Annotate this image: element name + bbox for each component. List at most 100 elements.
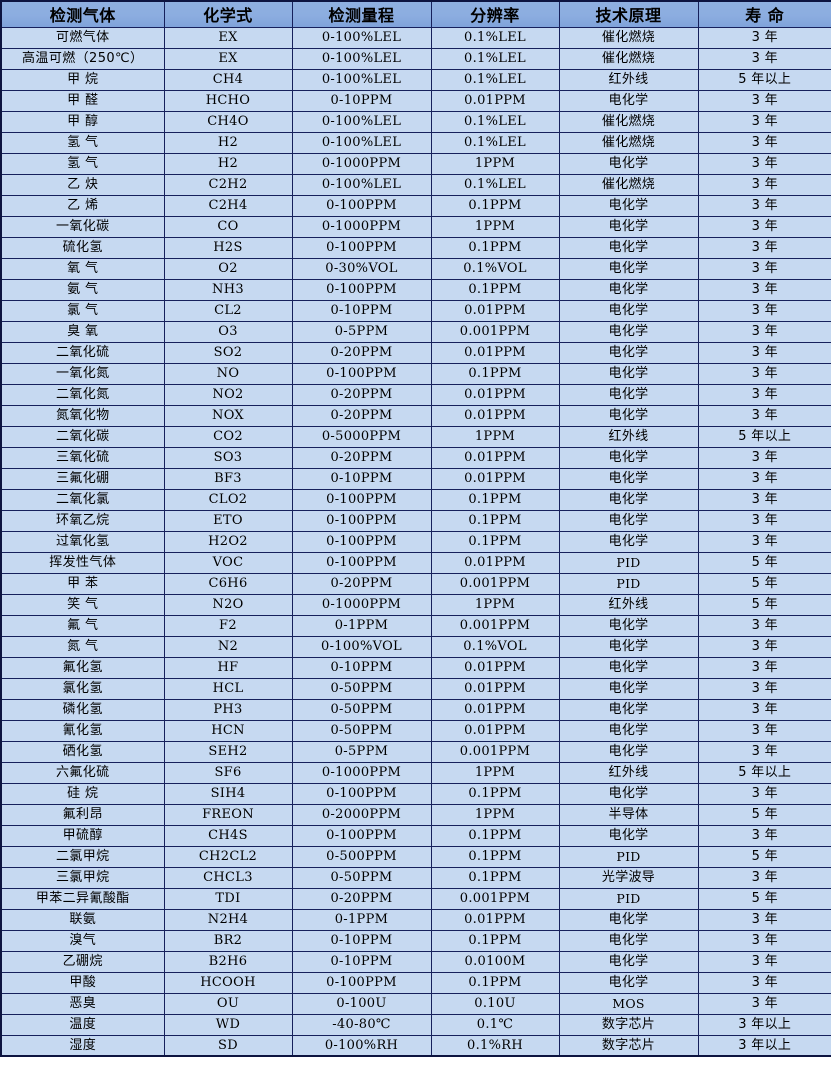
cell-range: 0-1PPM bbox=[291, 908, 432, 931]
cell-life: 3 年 bbox=[697, 131, 831, 154]
cell-formula: ETO bbox=[163, 509, 293, 532]
cell-tech: 电化学 bbox=[558, 404, 699, 427]
cell-tech: 电化学 bbox=[558, 257, 699, 280]
table-row: 硒化氢 SEH2 0-5PPM 0.001PPM 电化学 3 年 bbox=[0, 740, 831, 763]
cell-formula: SF6 bbox=[163, 761, 293, 784]
column-header-formula: 化学式 bbox=[163, 0, 293, 28]
table-row: 二氧化碳 CO2 0-5000PPM 1PPM 红外线 5 年以上 bbox=[0, 425, 831, 448]
table-row: 甲苯二异氰酸酯 TDI 0-20PPM 0.001PPM PID 5 年 bbox=[0, 887, 831, 910]
cell-gas: 乙 烯 bbox=[0, 194, 165, 217]
cell-tech: 催化燃烧 bbox=[558, 173, 699, 196]
cell-formula: CLO2 bbox=[163, 488, 293, 511]
cell-range: 0-5000PPM bbox=[291, 425, 432, 448]
cell-life: 3 年 bbox=[697, 278, 831, 301]
cell-res: 0.01PPM bbox=[430, 341, 560, 364]
cell-formula: C2H2 bbox=[163, 173, 293, 196]
cell-gas: 乙 炔 bbox=[0, 173, 165, 196]
cell-gas: 可燃气体 bbox=[0, 26, 165, 49]
cell-life: 5 年以上 bbox=[697, 425, 831, 448]
cell-life: 3 年 bbox=[697, 656, 831, 679]
cell-gas: 二氧化碳 bbox=[0, 425, 165, 448]
cell-range: 0-100PPM bbox=[291, 551, 432, 574]
cell-range: 0-5PPM bbox=[291, 740, 432, 763]
cell-formula: NH3 bbox=[163, 278, 293, 301]
table-row: 氯化氢 HCL 0-50PPM 0.01PPM 电化学 3 年 bbox=[0, 677, 831, 700]
cell-res: 0.1%LEL bbox=[430, 110, 560, 133]
cell-life: 3 年 bbox=[697, 719, 831, 742]
cell-range: 0-10PPM bbox=[291, 89, 432, 112]
cell-formula: BF3 bbox=[163, 467, 293, 490]
table-row: 氢 气 H2 0-100%LEL 0.1%LEL 催化燃烧 3 年 bbox=[0, 131, 831, 154]
table-row: 乙硼烷 B2H6 0-10PPM 0.0100M 电化学 3 年 bbox=[0, 950, 831, 973]
table-row: 环氧乙烷 ETO 0-100PPM 0.1PPM 电化学 3 年 bbox=[0, 509, 831, 532]
table-body: 可燃气体 EX 0-100%LEL 0.1%LEL 催化燃烧 3 年高温可燃（250℃） E… bbox=[0, 26, 831, 1057]
cell-tech: 电化学 bbox=[558, 824, 699, 847]
cell-res: 0.1PPM bbox=[430, 824, 560, 847]
cell-res: 0.01PPM bbox=[430, 698, 560, 721]
cell-gas: 一氧化碳 bbox=[0, 215, 165, 238]
table-row: 氧 气 O2 0-30%VOL 0.1%VOL 电化学 3 年 bbox=[0, 257, 831, 280]
cell-tech: 电化学 bbox=[558, 677, 699, 700]
cell-gas: 甲 烷 bbox=[0, 68, 165, 91]
cell-formula: N2O bbox=[163, 593, 293, 616]
cell-life: 3 年 bbox=[697, 614, 831, 637]
table-row: 温度 WD -40-80℃ 0.1℃ 数字芯片 3 年以上 bbox=[0, 1013, 831, 1036]
table-row: 氢 气 H2 0-1000PPM 1PPM 电化学 3 年 bbox=[0, 152, 831, 175]
cell-gas: 甲 醛 bbox=[0, 89, 165, 112]
cell-formula: O2 bbox=[163, 257, 293, 280]
cell-life: 3 年 bbox=[697, 908, 831, 931]
cell-range: 0-1000PPM bbox=[291, 761, 432, 784]
cell-gas: 氟 气 bbox=[0, 614, 165, 637]
cell-formula: SEH2 bbox=[163, 740, 293, 763]
cell-formula: CHCL3 bbox=[163, 866, 293, 889]
cell-formula: H2 bbox=[163, 131, 293, 154]
cell-gas: 氰化氢 bbox=[0, 719, 165, 742]
cell-range: 0-5PPM bbox=[291, 320, 432, 343]
cell-gas: 三氯甲烷 bbox=[0, 866, 165, 889]
cell-formula: CH4 bbox=[163, 68, 293, 91]
cell-res: 0.001PPM bbox=[430, 740, 560, 763]
table-row: 氟利昂 FREON 0-2000PPM 1PPM 半导体 5 年 bbox=[0, 803, 831, 826]
cell-life: 3 年 bbox=[697, 509, 831, 532]
cell-tech: 电化学 bbox=[558, 299, 699, 322]
cell-res: 0.1℃ bbox=[430, 1013, 560, 1036]
cell-formula: C2H4 bbox=[163, 194, 293, 217]
cell-life: 5 年 bbox=[697, 551, 831, 574]
cell-res: 1PPM bbox=[430, 761, 560, 784]
cell-res: 0.001PPM bbox=[430, 320, 560, 343]
cell-tech: 催化燃烧 bbox=[558, 47, 699, 70]
cell-gas: 二氯甲烷 bbox=[0, 845, 165, 868]
cell-life: 3 年 bbox=[697, 698, 831, 721]
cell-formula: CH4S bbox=[163, 824, 293, 847]
cell-life: 3 年 bbox=[697, 824, 831, 847]
cell-tech: 电化学 bbox=[558, 740, 699, 763]
cell-tech: 催化燃烧 bbox=[558, 110, 699, 133]
cell-gas: 恶臭 bbox=[0, 992, 165, 1015]
cell-life: 3 年 bbox=[697, 26, 831, 49]
cell-life: 3 年 bbox=[697, 173, 831, 196]
cell-life: 3 年 bbox=[697, 110, 831, 133]
cell-gas: 甲 醇 bbox=[0, 110, 165, 133]
cell-tech: 电化学 bbox=[558, 278, 699, 301]
table-row: 三氯甲烷 CHCL3 0-50PPM 0.1PPM 光学波导 3 年 bbox=[0, 866, 831, 889]
cell-formula: SD bbox=[163, 1034, 293, 1057]
cell-range: 0-10PPM bbox=[291, 656, 432, 679]
cell-range: 0-10PPM bbox=[291, 950, 432, 973]
cell-life: 3 年 bbox=[697, 446, 831, 469]
cell-res: 0.01PPM bbox=[430, 89, 560, 112]
table-row: 氟化氢 HF 0-10PPM 0.01PPM 电化学 3 年 bbox=[0, 656, 831, 679]
cell-res: 0.1%LEL bbox=[430, 26, 560, 49]
table-row: 甲 醇 CH4O 0-100%LEL 0.1%LEL 催化燃烧 3 年 bbox=[0, 110, 831, 133]
cell-formula: BR2 bbox=[163, 929, 293, 952]
cell-formula: NO2 bbox=[163, 383, 293, 406]
table-row: 氟 气 F2 0-1PPM 0.001PPM 电化学 3 年 bbox=[0, 614, 831, 637]
cell-range: 0-100%LEL bbox=[291, 26, 432, 49]
cell-formula: WD bbox=[163, 1013, 293, 1036]
table-row: 甲硫醇 CH4S 0-100PPM 0.1PPM 电化学 3 年 bbox=[0, 824, 831, 847]
cell-range: 0-100U bbox=[291, 992, 432, 1015]
table-row: 湿度 SD 0-100%RH 0.1%RH 数字芯片 3 年以上 bbox=[0, 1034, 831, 1057]
cell-gas: 硫化氢 bbox=[0, 236, 165, 259]
cell-life: 5 年以上 bbox=[697, 761, 831, 784]
cell-gas: 联氨 bbox=[0, 908, 165, 931]
cell-res: 0.01PPM bbox=[430, 656, 560, 679]
